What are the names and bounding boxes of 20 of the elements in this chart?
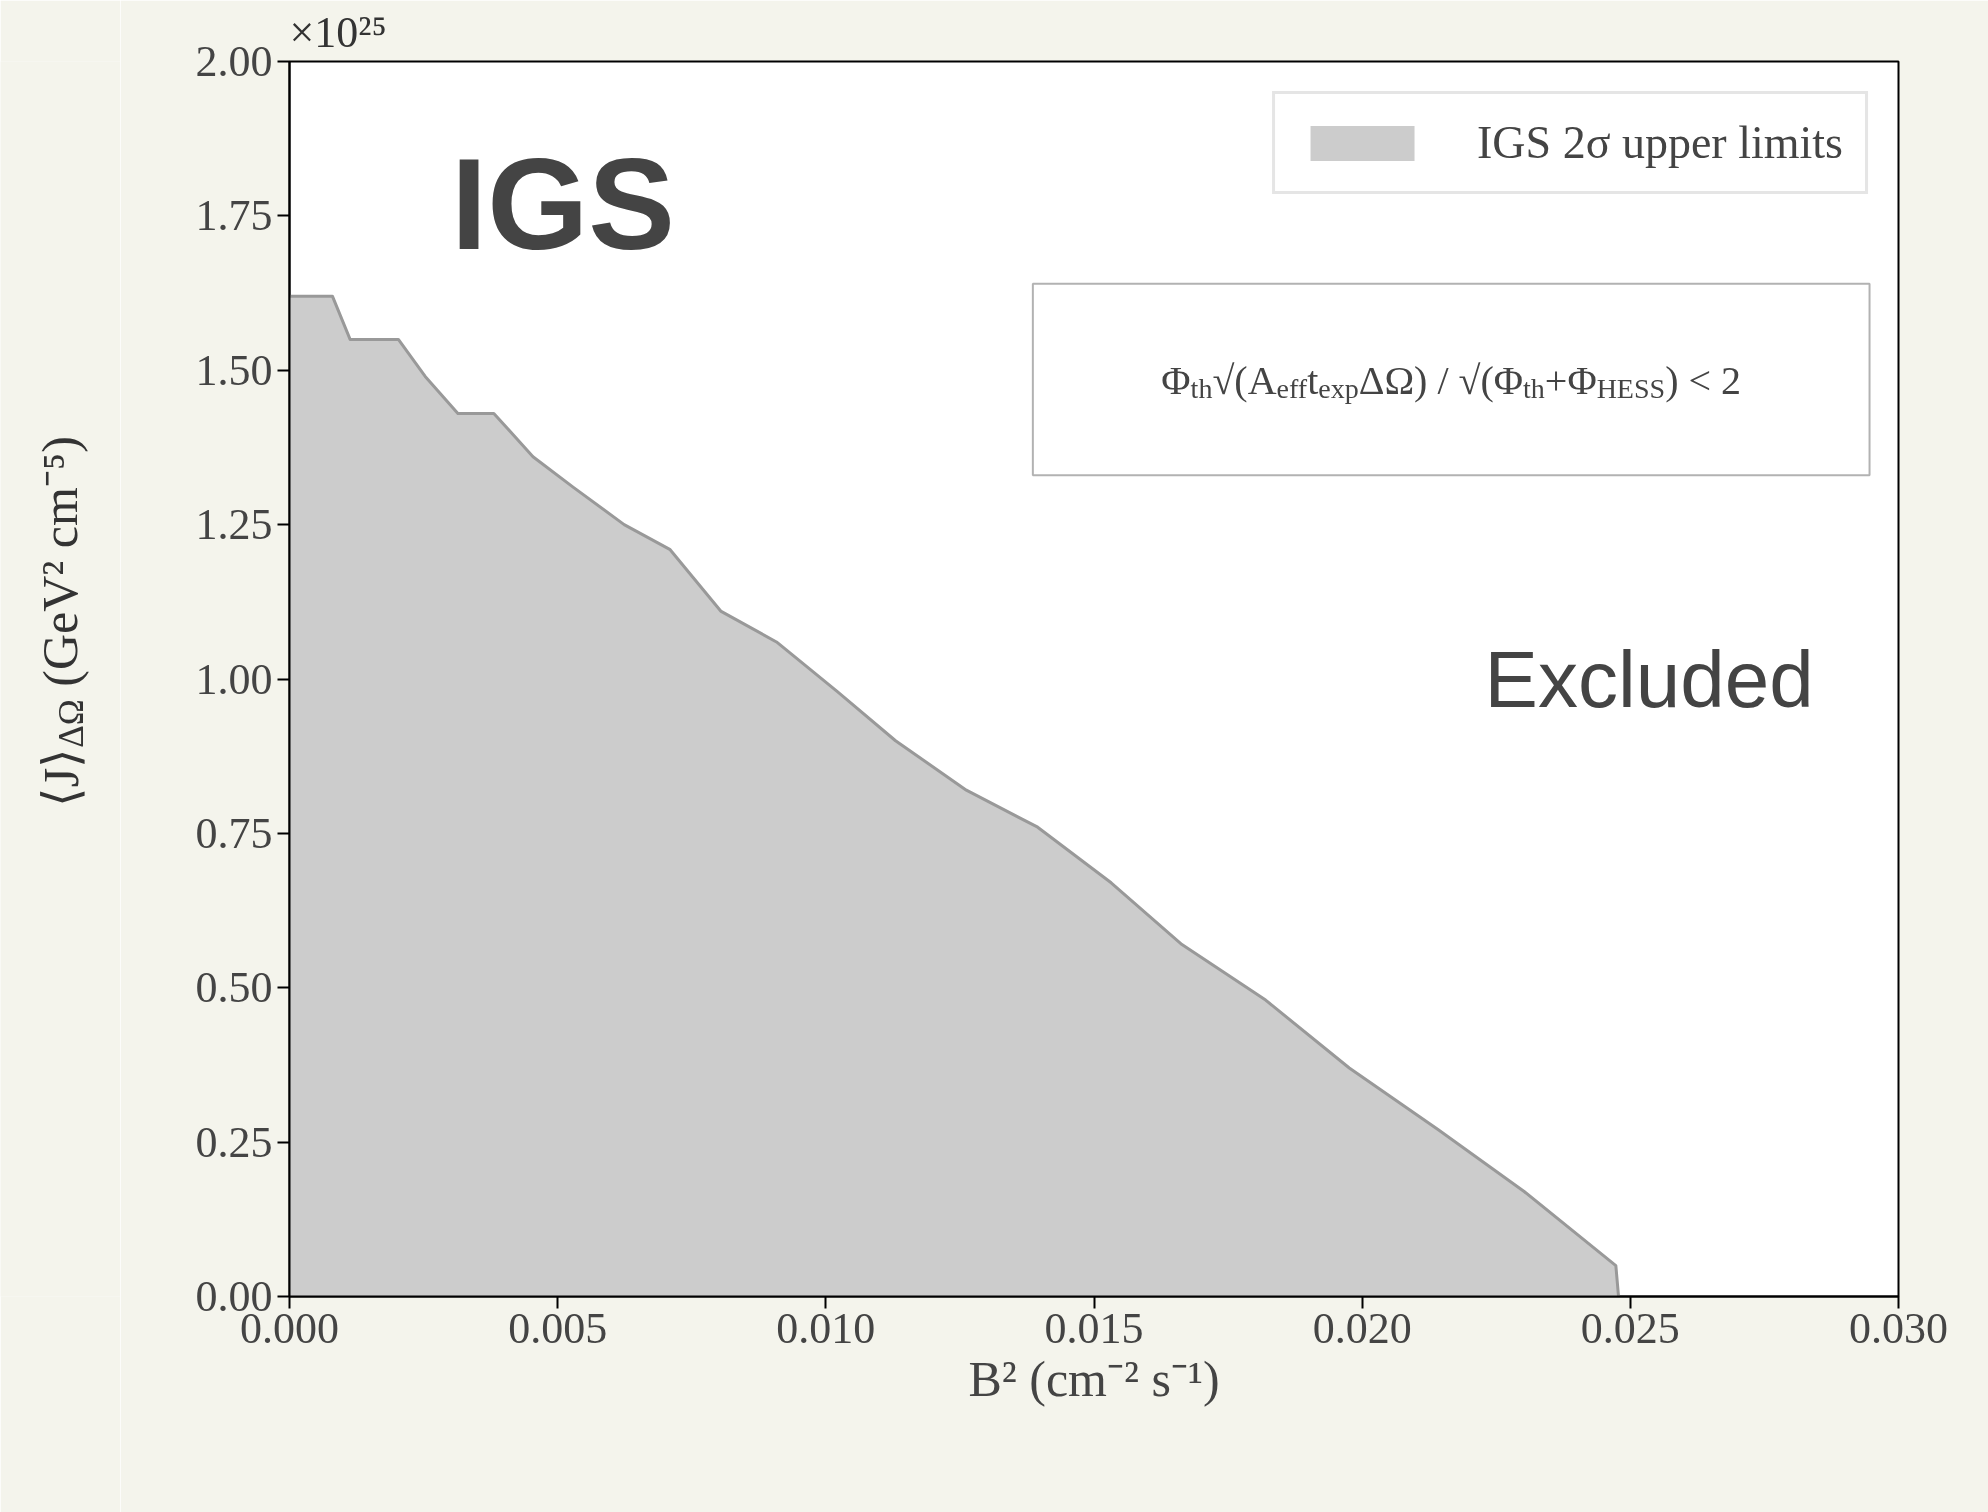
x-tick-label: 0.025 (1580, 1303, 1680, 1353)
y-tick-label: 0.50 (195, 963, 273, 1013)
y-tick-label: 1.50 (195, 345, 273, 395)
y-tick-label: 2.00 (195, 37, 273, 86)
x-tick-label: 0.015 (1044, 1303, 1144, 1353)
y-tick-label: 0.75 (195, 808, 273, 858)
y-tick-label: 1.25 (195, 500, 273, 550)
x-tick-label: 0.020 (1312, 1303, 1412, 1353)
annotation: IGS (451, 130, 676, 277)
annotation: Excluded (1484, 634, 1814, 724)
y-axis-title: ⟨J⟩ΔΩ (GeV² cm⁻⁵) (32, 436, 91, 808)
x-tick-label: 0.010 (776, 1303, 876, 1353)
x-tick-label: 0.005 (508, 1303, 608, 1353)
x-axis-title: B² (cm⁻² s⁻¹) (968, 1350, 1220, 1407)
y-tick-label: 1.00 (195, 654, 273, 704)
legend-label: IGS 2σ upper limits (1477, 116, 1843, 169)
text: ×10²⁵ (289, 7, 387, 57)
y-tick-label: 0.25 (195, 1117, 273, 1167)
y-tick-label: 1.75 (195, 191, 273, 241)
x-tick-label: 0.030 (1849, 1303, 1948, 1353)
